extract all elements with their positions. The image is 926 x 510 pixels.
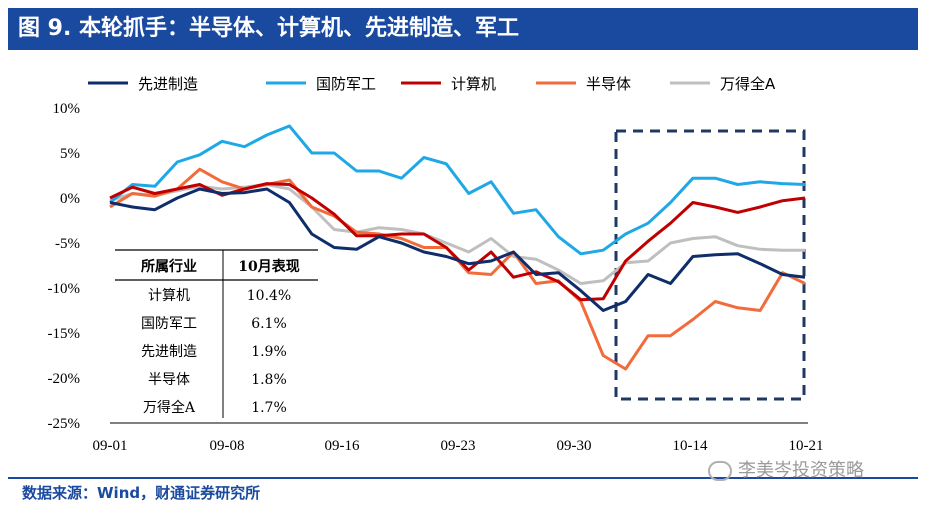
- table-cell-performance: 1.8%: [251, 372, 287, 388]
- table-header: 10月表现: [238, 258, 299, 275]
- watermark-text: 李美岑投资策略: [738, 460, 864, 481]
- table-cell-industry: 半导体: [148, 372, 190, 388]
- y-axis-tick-labels: 10% 5% 0% -5% -10% -15% -20% -25%: [48, 101, 81, 432]
- table-cell-performance: 6.1%: [251, 316, 287, 332]
- legend-label: 先进制造: [138, 75, 198, 93]
- figure-title: 图 9. 本轮抓手：半导体、计算机、先进制造、军工: [8, 8, 918, 50]
- table-cell-performance: 10.4%: [247, 288, 291, 304]
- legend-label: 万得全A: [720, 75, 776, 93]
- series-line: [109, 183, 805, 285]
- x-tick-label: 10-21: [789, 438, 824, 454]
- series-line: [109, 187, 806, 312]
- legend-label: 计算机: [451, 75, 496, 93]
- y-tick-label: -20%: [48, 371, 81, 387]
- y-tick-label: -5%: [55, 236, 80, 252]
- x-tick-label: 10-14: [673, 438, 708, 454]
- x-tick-label: 09-01: [93, 438, 128, 454]
- table-cell-industry: 国防军工: [141, 316, 197, 332]
- y-tick-label: -10%: [48, 281, 81, 297]
- table-cell-performance: 1.9%: [251, 344, 287, 360]
- x-tick-label: 09-30: [557, 438, 592, 454]
- line-chart: 先进制造 国防军工 计算机 半导体 万得全A 10%5%0%-5%-10%-15%-20…: [48, 75, 824, 454]
- table-cell-industry: 先进制造: [141, 344, 197, 360]
- table-cell-industry: 计算机: [148, 288, 190, 304]
- y-tick-label: 5%: [60, 146, 80, 162]
- x-tick-label: 09-16: [325, 438, 360, 454]
- wechat-icon: [708, 461, 732, 481]
- source-note: 数据来源：Wind，财通证券研究所: [22, 484, 261, 502]
- x-tick-label: 09-08: [210, 438, 245, 454]
- legend-label: 半导体: [586, 75, 631, 93]
- y-tick-label: 10%: [53, 101, 81, 117]
- chart-series: [109, 124, 806, 371]
- legend-label: 国防军工: [316, 75, 376, 93]
- highlight-box: [614, 129, 806, 401]
- y-tick-label: -25%: [48, 416, 81, 432]
- x-tick-label: 09-23: [441, 438, 476, 454]
- table-header: 所属行业: [141, 258, 197, 275]
- footer-divider: [8, 477, 918, 479]
- table-background: [113, 250, 321, 420]
- x-axis-tick-labels: 09-01 09-08 09-16 09-23 09-30 10-14 10-21: [93, 438, 824, 454]
- watermark: 李美岑投资策略: [708, 456, 864, 482]
- series-line: [109, 124, 806, 256]
- y-tick-label: -15%: [48, 326, 81, 342]
- y-tick-label: 0%: [60, 191, 80, 207]
- table-cell-industry: 万得全A: [143, 399, 196, 416]
- table-cell-performance: 1.7%: [251, 400, 287, 416]
- chart-legend: 先进制造 国防军工 计算机 半导体 万得全A: [88, 75, 776, 93]
